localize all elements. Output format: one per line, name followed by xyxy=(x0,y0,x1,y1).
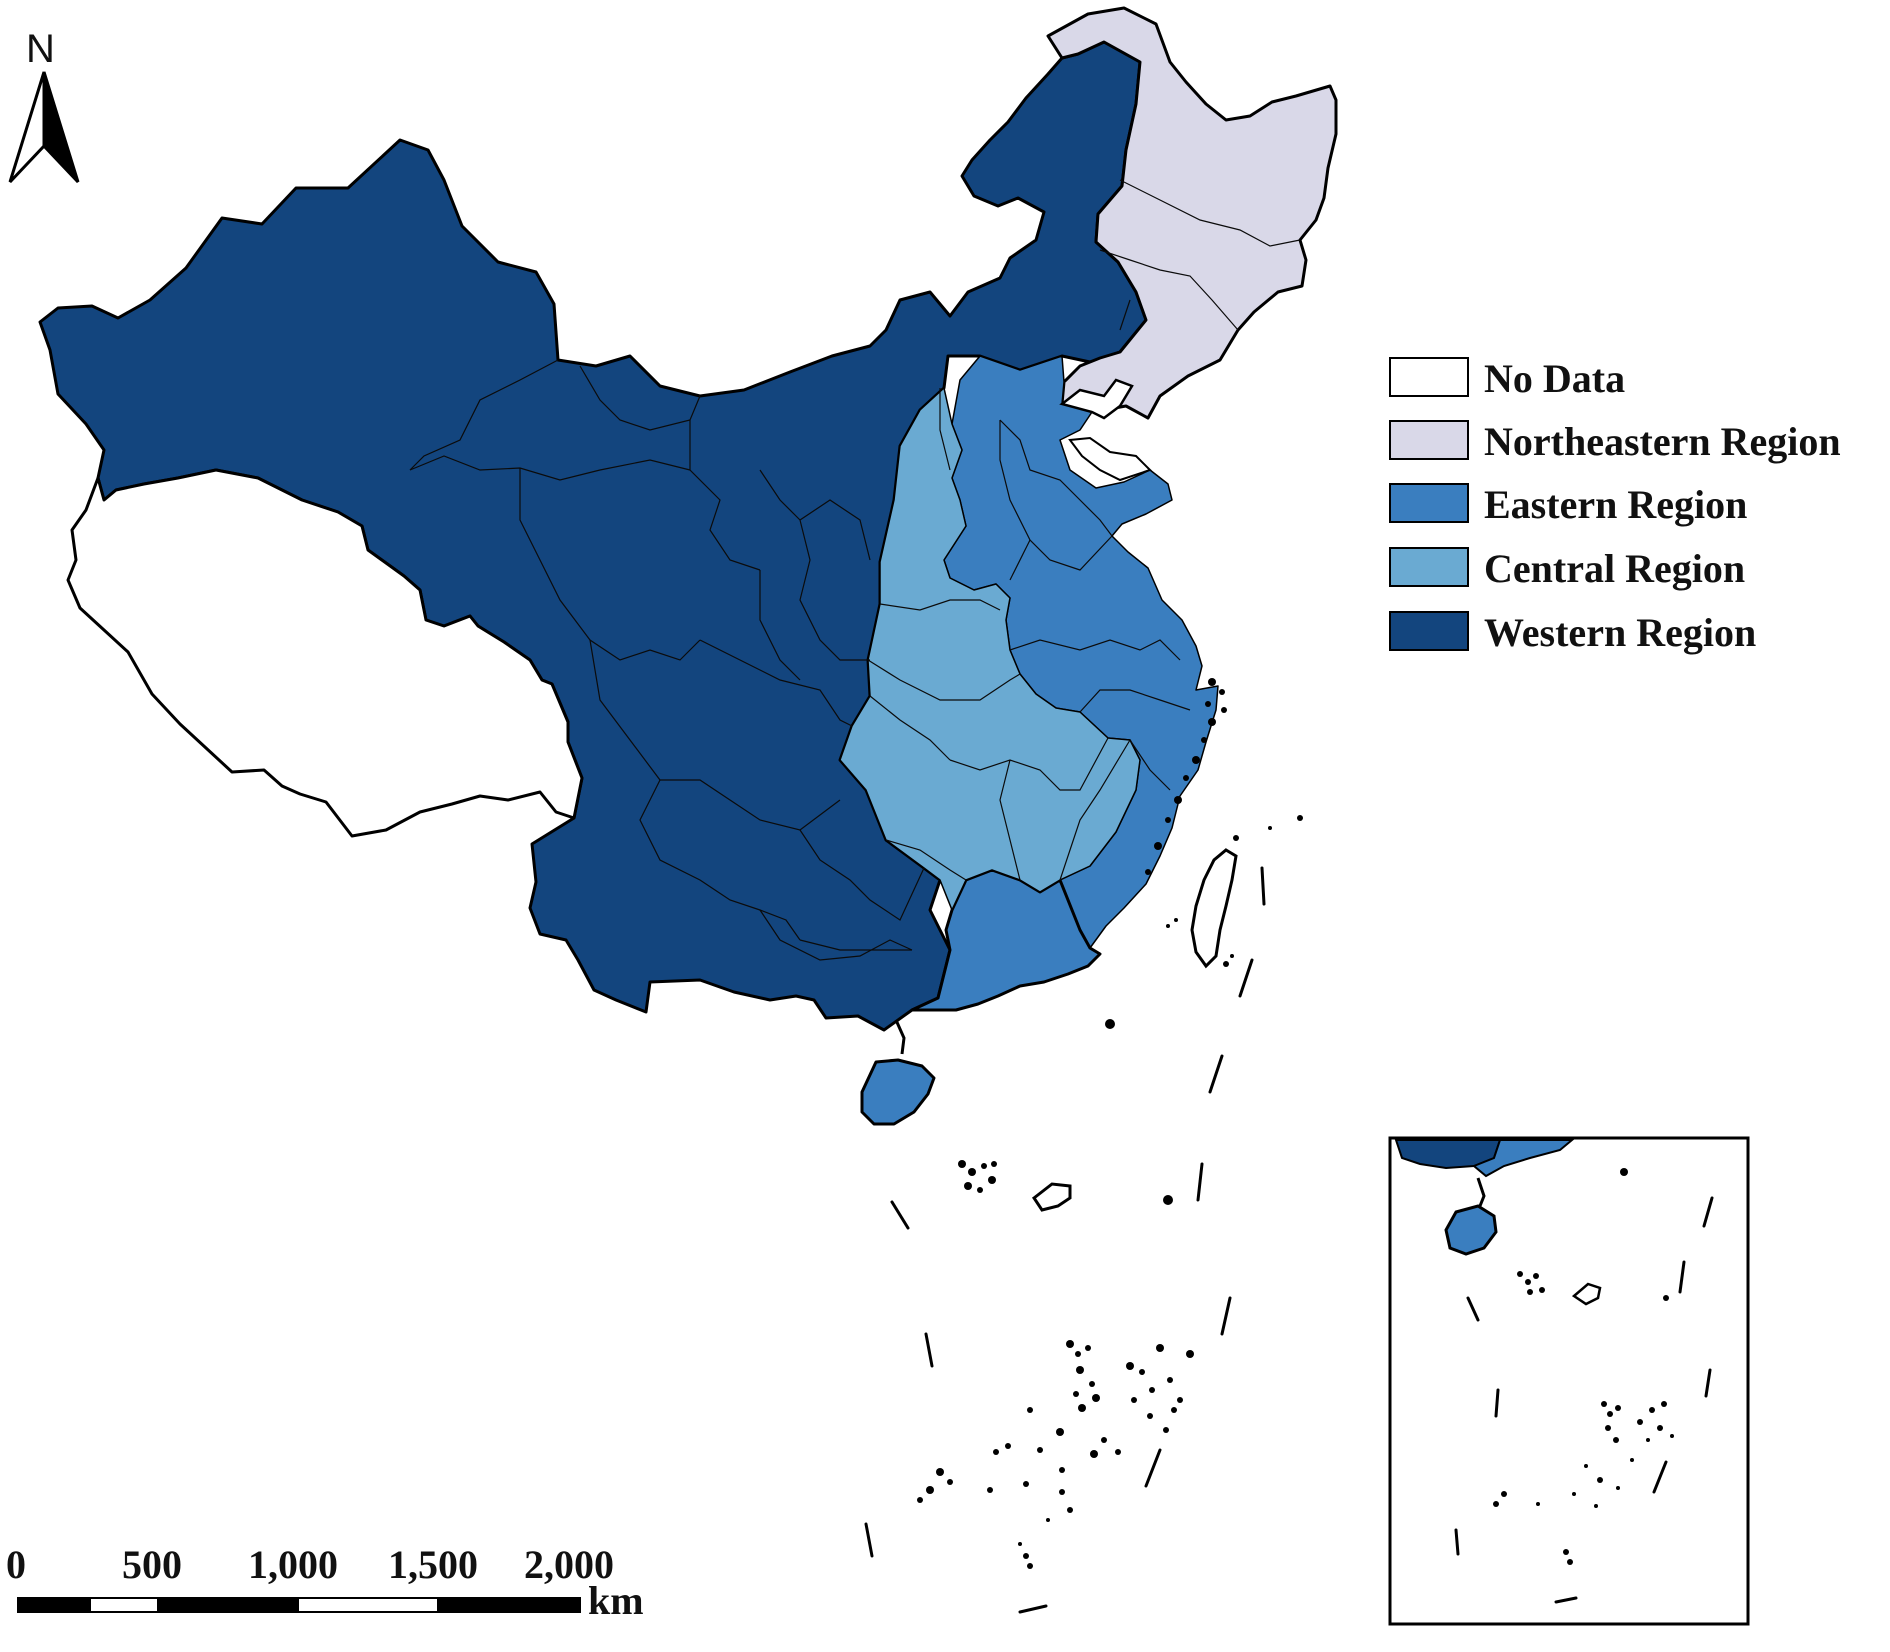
north-arrow-icon xyxy=(8,71,46,184)
inset-map xyxy=(1388,1136,1750,1626)
legend-swatch-western xyxy=(1389,611,1469,651)
legend-label-western: Western Region xyxy=(1484,610,1756,655)
scale-segment-2 xyxy=(89,1597,159,1613)
inset-reef xyxy=(1571,1282,1602,1306)
inset-hainan-link xyxy=(1476,1177,1486,1207)
no-data-region xyxy=(66,468,584,838)
legend-swatch-eastern xyxy=(1389,483,1469,523)
legend-swatch-no-data xyxy=(1389,357,1469,397)
nine-dash-line xyxy=(864,866,1266,1614)
scale-tick-0: 0 xyxy=(6,1542,26,1587)
central-region xyxy=(839,387,1141,911)
north-arrow: N xyxy=(8,27,80,184)
inset-eastern-region xyxy=(1472,1139,1575,1178)
taiwan-island xyxy=(1190,848,1238,969)
scale-bar: 0 500 1,000 1,500 2,000 km xyxy=(6,1542,644,1623)
bohai-sea xyxy=(1059,378,1134,420)
north-label: N xyxy=(26,27,55,71)
scale-segment-5 xyxy=(437,1597,581,1613)
legend-label-no-data: No Data xyxy=(1484,356,1625,401)
scale-tick-2000: 2,000 xyxy=(524,1542,614,1587)
northeastern-region xyxy=(1046,6,1338,420)
inset-hainan xyxy=(1444,1204,1498,1256)
scale-segment-4 xyxy=(297,1597,439,1613)
legend-label-northeastern: Northeastern Region xyxy=(1484,419,1841,464)
scale-tick-1500: 1,500 xyxy=(388,1542,478,1587)
bohai-bay xyxy=(1068,436,1152,482)
scale-tick-500: 500 xyxy=(122,1542,182,1587)
legend-label-eastern: Eastern Region xyxy=(1484,482,1747,527)
south-sea-islands xyxy=(917,1160,1194,1569)
scale-unit: km xyxy=(588,1578,644,1623)
coastal-islands xyxy=(1105,678,1303,1029)
inset-frame xyxy=(1388,1136,1750,1626)
inset-nine-dash-line xyxy=(1454,1196,1714,1604)
scale-segment-1 xyxy=(17,1597,91,1613)
legend: No Data Northeastern Region Eastern Regi… xyxy=(1389,356,1841,655)
hainan-island xyxy=(860,1058,936,1126)
scale-segment-3 xyxy=(157,1597,299,1613)
north-arrow-shade-icon xyxy=(42,71,80,184)
inset-islands xyxy=(1493,1168,1674,1565)
legend-swatch-central xyxy=(1389,547,1469,587)
scale-tick-1000: 1,000 xyxy=(248,1542,338,1587)
hainan-strait-link xyxy=(894,1019,906,1055)
legend-swatch-northeastern xyxy=(1389,420,1469,460)
province-boundaries xyxy=(409,179,1301,961)
legend-label-central: Central Region xyxy=(1484,546,1745,591)
south-sea-reef xyxy=(1031,1182,1072,1212)
